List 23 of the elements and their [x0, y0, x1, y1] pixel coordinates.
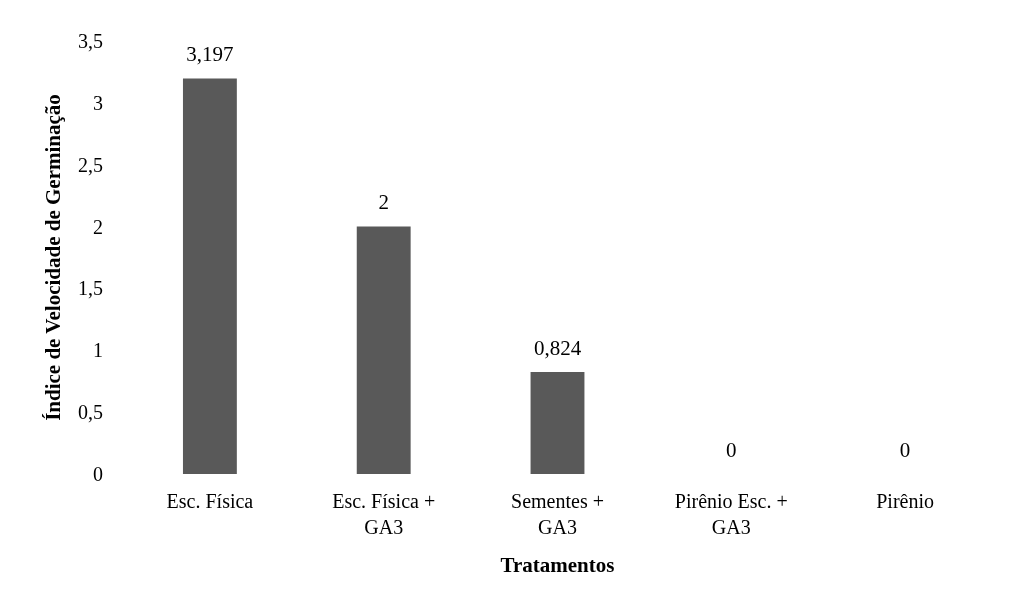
data-label: 2: [378, 190, 389, 215]
y-tick-label: 1: [93, 339, 103, 362]
y-tick-label: 0: [93, 463, 103, 485]
data-label: 0: [899, 437, 911, 462]
bar: [182, 78, 237, 474]
y-tick-label: 2,5: [78, 153, 103, 176]
y-axis-title: Índice de Velocidade de Germinação: [40, 94, 65, 421]
x-tick-label: Sementes + GA3: [511, 490, 604, 538]
bar: [356, 226, 411, 474]
x-axis-title: Tratamentos: [500, 552, 615, 577]
data-label: 0: [726, 437, 737, 462]
x-tick-label: Esc. Física + GA3: [332, 490, 436, 538]
y-tick-label: 0,5: [78, 401, 103, 424]
x-tick-label: Pirênio Esc. + GA3: [674, 490, 788, 538]
x-tick-label: Pirênio: [876, 490, 934, 512]
y-tick-label: 3,5: [78, 30, 103, 52]
x-tick-label: Esc. Física: [166, 490, 254, 512]
data-label: 3,197: [186, 41, 234, 66]
y-tick-label: 1,5: [78, 277, 103, 300]
bar: [530, 372, 585, 474]
data-label: 0,824: [533, 335, 582, 360]
y-tick-label: 3: [93, 91, 103, 114]
y-tick-label: 2: [93, 215, 103, 238]
